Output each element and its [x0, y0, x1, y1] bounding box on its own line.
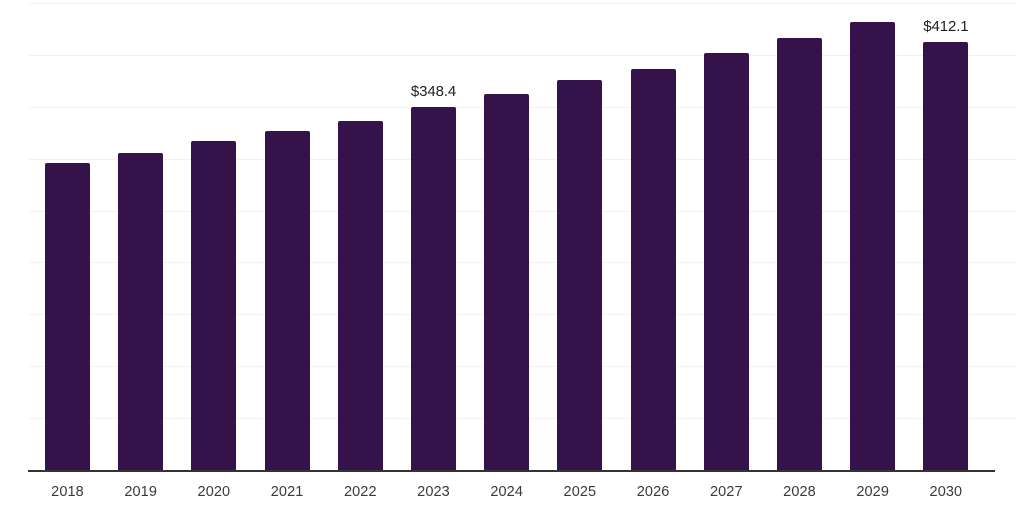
bar[interactable]	[630, 69, 676, 470]
bar[interactable]	[703, 53, 749, 470]
bar[interactable]	[264, 131, 310, 470]
x-axis-line	[28, 470, 995, 472]
x-axis-tick-label: 2028	[783, 484, 816, 500]
bar[interactable]	[850, 22, 896, 470]
x-axis-tick-label: 2018	[51, 484, 84, 500]
x-axis-tick-label: 2025	[563, 484, 597, 500]
bar-value-label: $348.4	[410, 83, 457, 100]
gridline	[28, 3, 1016, 4]
x-axis-tick-label: 2027	[709, 484, 743, 500]
x-axis-tick-label: 2026	[636, 484, 670, 500]
x-axis-tick-label: 2030	[929, 484, 963, 500]
bar[interactable]	[484, 94, 530, 470]
bar[interactable]	[777, 38, 822, 470]
x-axis-tick-label: 2019	[124, 484, 158, 500]
gridline	[28, 55, 1016, 56]
x-axis-tick-label: 2020	[197, 484, 231, 500]
bar[interactable]	[191, 141, 237, 470]
bar-value-label: $412.1	[923, 18, 969, 35]
bar[interactable]	[45, 163, 90, 470]
x-axis-tick-label: 2023	[417, 484, 450, 500]
x-axis-tick-label: 2021	[270, 484, 304, 500]
x-axis-tick-label: 2024	[490, 484, 524, 500]
bar[interactable]	[411, 107, 456, 470]
bar[interactable]	[118, 153, 164, 470]
bar[interactable]	[923, 42, 969, 470]
bar[interactable]	[557, 80, 603, 470]
bar[interactable]	[337, 121, 383, 470]
x-axis-tick-label: 2022	[343, 484, 377, 500]
x-axis-tick-label: 2029	[856, 484, 890, 500]
